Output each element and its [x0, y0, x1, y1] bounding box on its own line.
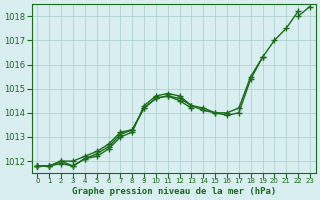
X-axis label: Graphe pression niveau de la mer (hPa): Graphe pression niveau de la mer (hPa)	[72, 187, 276, 196]
